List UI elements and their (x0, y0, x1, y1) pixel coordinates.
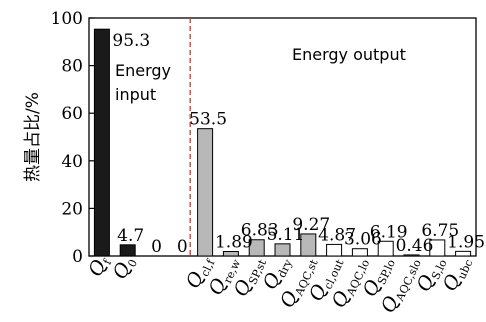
y-tick-label: 60 (61, 104, 83, 124)
bar (429, 239, 446, 257)
bar-value-label: 1.89 (215, 233, 253, 253)
bar-value-label: 3.06 (344, 230, 382, 250)
y-tick-label: 80 (61, 57, 83, 77)
plot-border (88, 17, 477, 257)
bar (351, 248, 368, 257)
bar (93, 28, 110, 257)
bar-value-label: 53.5 (189, 110, 227, 130)
x-category-subscript: SP,lo (375, 257, 398, 287)
x-category-subscript: 0 (125, 257, 140, 269)
x-category-subscript: dry (275, 257, 295, 280)
bar (403, 254, 420, 257)
bar-value-label: 6.19 (370, 222, 408, 242)
x-category-label: Qubc (439, 253, 476, 296)
bar (377, 240, 394, 257)
bar (222, 251, 239, 257)
bar (119, 244, 136, 257)
data-labels: 95.3 4.7 0 0 53.5 1.896.835.119.274.873.066.1… (112, 31, 485, 257)
x-category-subscript: cl,out (321, 257, 346, 291)
energy-output-label: Energy output (292, 45, 406, 64)
x-category-label: Q0 (109, 253, 140, 284)
bar-value-label: 1.95 (447, 232, 485, 252)
y-axis-label: 热量占比/% (23, 92, 43, 182)
x-axis: QfQ0Qcl,fQre,wQSP,stQdryQAQC,stQcl,outQA… (84, 252, 476, 317)
bar (197, 128, 214, 257)
y-tick-label: 100 (51, 9, 83, 29)
bar (455, 250, 472, 257)
bar-value-label: 6.83 (241, 221, 279, 241)
x-category-label: Qdry (259, 252, 295, 294)
y-axis: 0 20 40 60 80 100 (51, 9, 94, 267)
bar-value-label: 0.46 (396, 236, 434, 256)
bar-value-label: 95.3 (112, 31, 150, 51)
energy-input-label-line2: input (115, 85, 156, 104)
bar-value-label: 9.27 (292, 215, 330, 235)
x-category-subscript: cl,f (198, 257, 217, 279)
plot-frame (88, 17, 477, 257)
y-tick-label: 0 (72, 247, 83, 267)
bar-value-label: 4.7 (117, 226, 144, 246)
bar (300, 233, 317, 257)
x-category-subscript: f (101, 257, 115, 267)
x-category-label: Qf (84, 252, 114, 281)
bar-value-label: 6.75 (421, 221, 459, 241)
bars (93, 28, 472, 257)
bar (326, 243, 343, 257)
bar-value-label: 0 (151, 237, 162, 257)
bar-value-label: 5.11 (267, 225, 305, 245)
bar (248, 239, 265, 257)
y-tick-label: 40 (61, 152, 83, 172)
bar-value-label: 0 (177, 237, 188, 257)
y-tick-label: 20 (61, 199, 83, 219)
bar-value-label: 4.87 (318, 225, 356, 245)
x-category-subscript: ubc (455, 257, 475, 281)
energy-input-label-line1: Energy (115, 61, 171, 80)
bar (274, 243, 291, 257)
